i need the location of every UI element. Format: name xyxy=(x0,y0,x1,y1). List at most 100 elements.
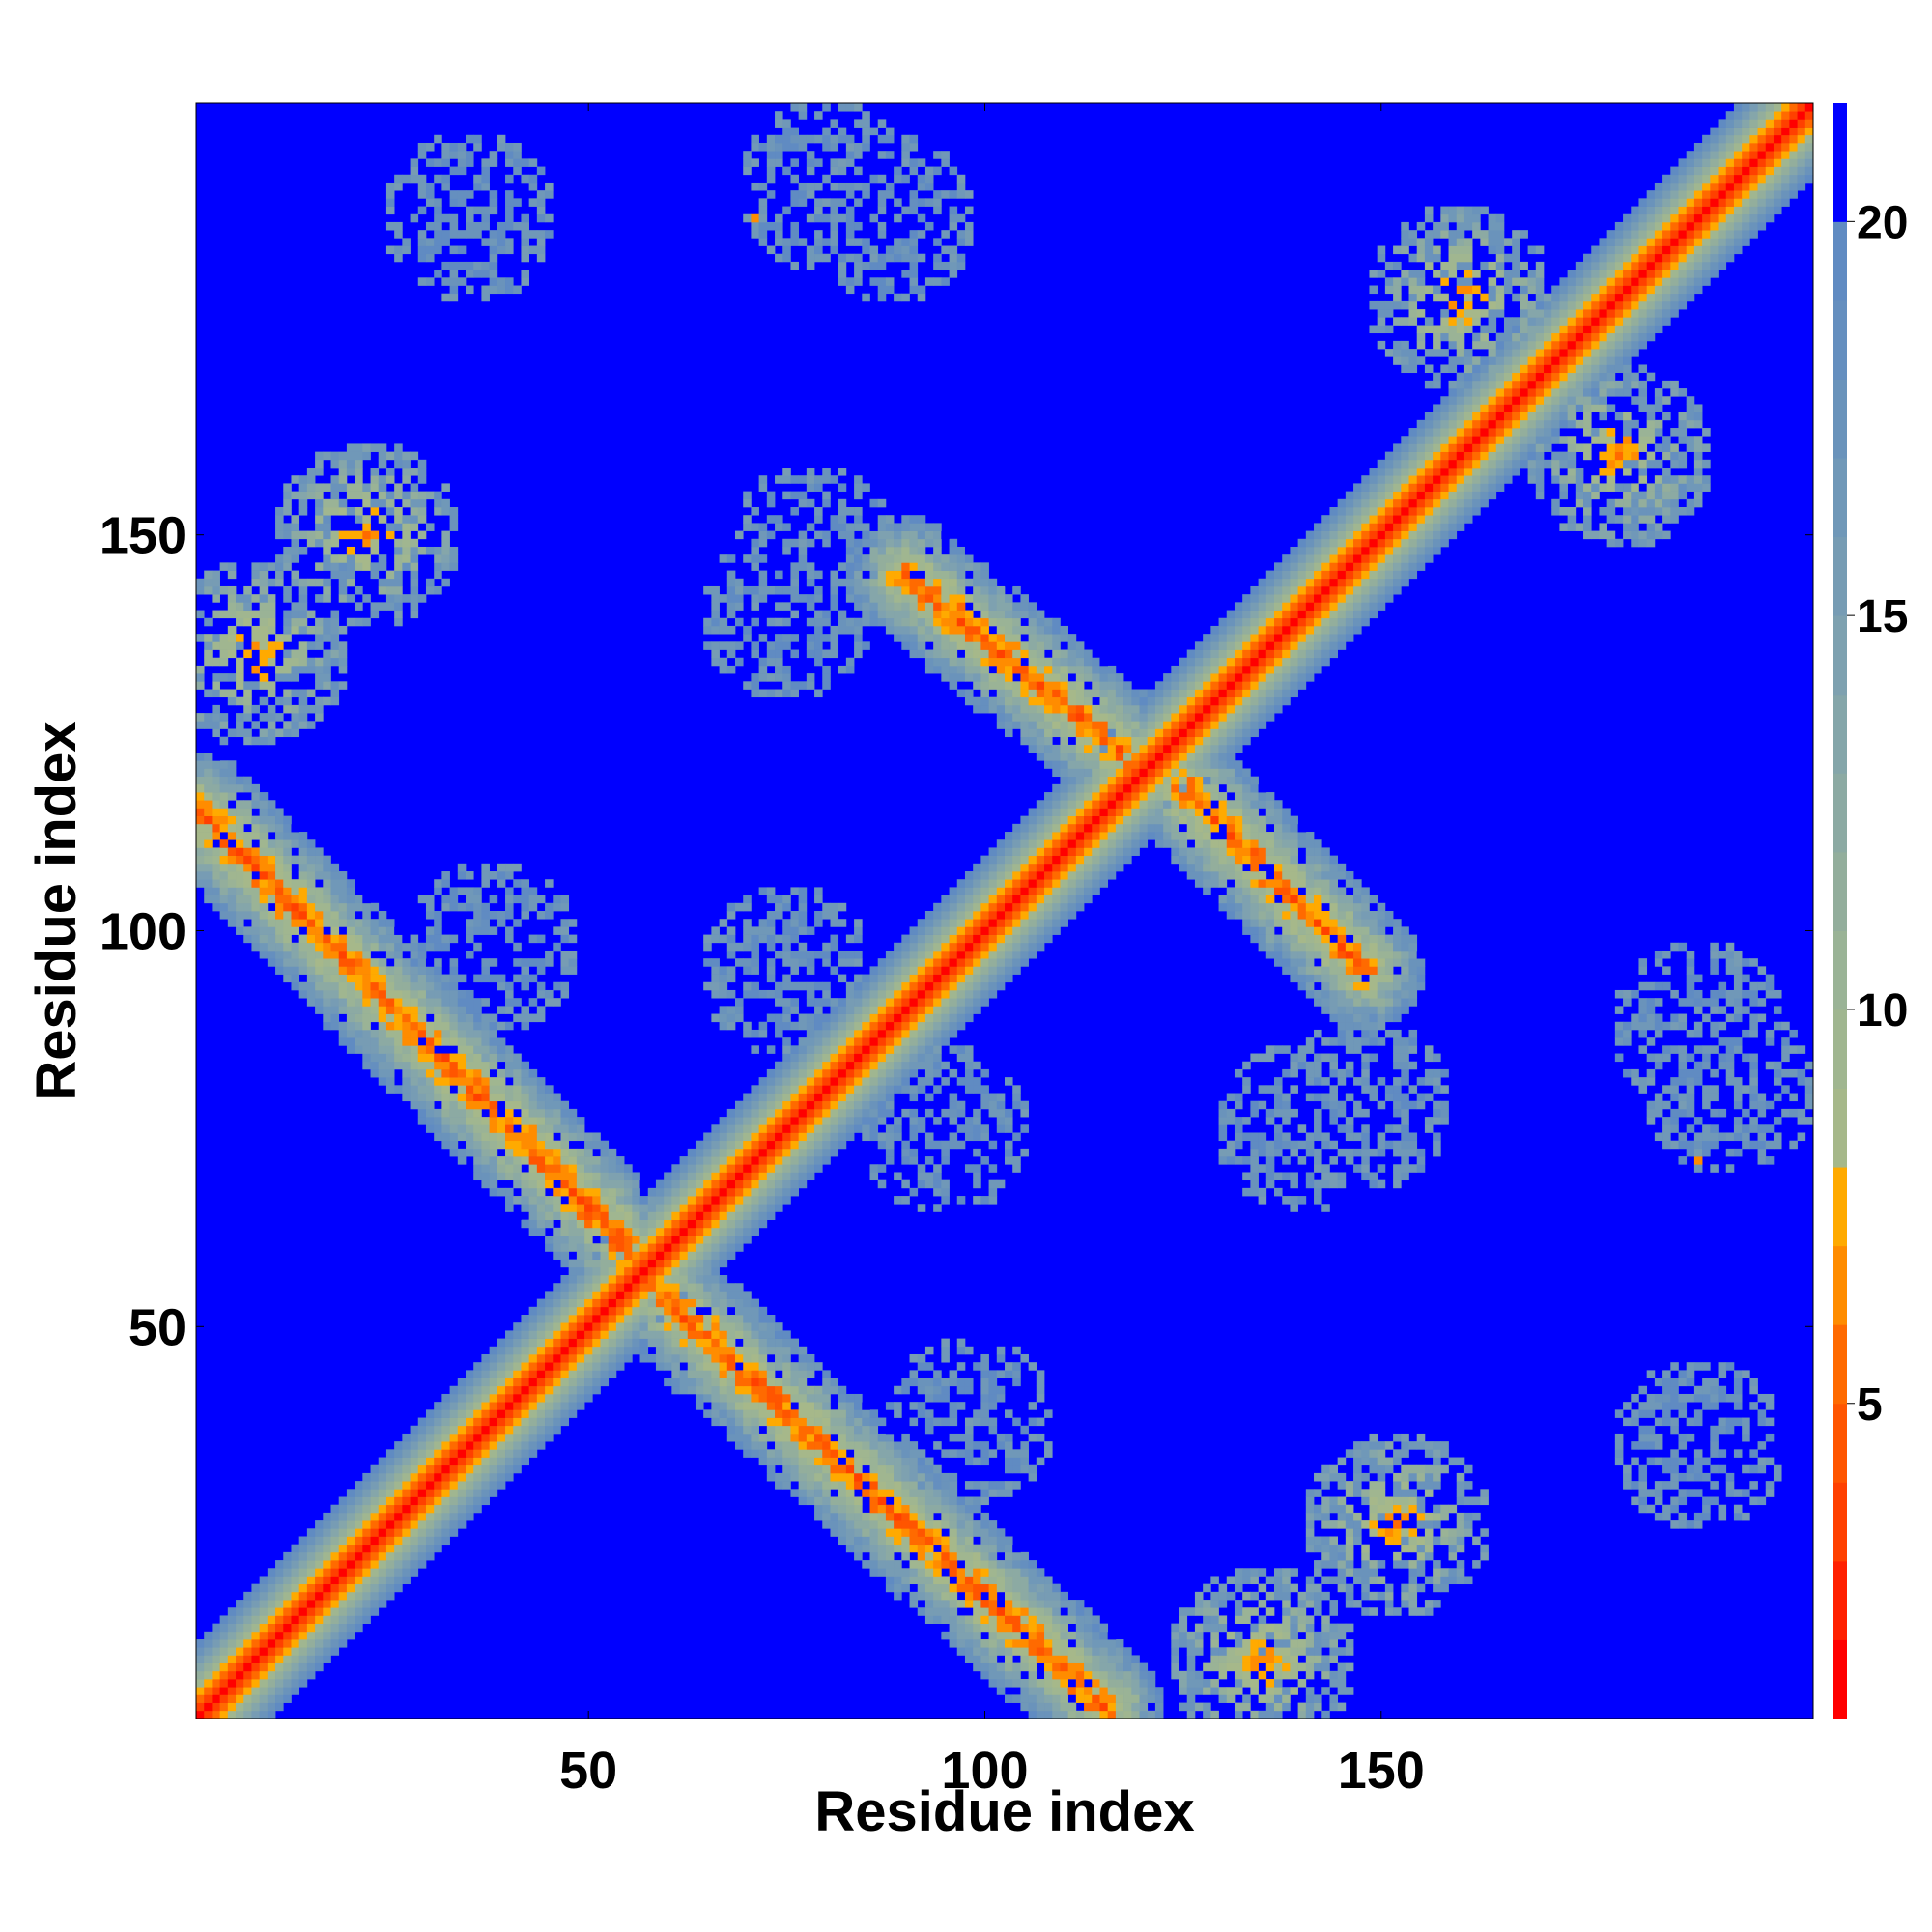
heatmap-cell xyxy=(980,1378,989,1387)
heatmap-cell xyxy=(1084,1631,1093,1640)
heatmap-cell xyxy=(1028,1591,1037,1601)
heatmap-cell xyxy=(1623,998,1632,1007)
heatmap-cell xyxy=(1099,1679,1109,1688)
heatmap-cell xyxy=(941,1481,950,1490)
heatmap-cell xyxy=(466,1417,474,1427)
heatmap-cell xyxy=(489,1132,498,1142)
heatmap-cell xyxy=(521,1330,529,1339)
heatmap-cell xyxy=(473,1140,482,1150)
heatmap-cell xyxy=(1678,1457,1688,1466)
heatmap-cell xyxy=(1725,1417,1735,1427)
heatmap-cell xyxy=(1028,1639,1037,1648)
heatmap-cell xyxy=(1623,1037,1632,1046)
heatmap-cell xyxy=(1797,1132,1806,1142)
heatmap-cell xyxy=(624,1338,633,1348)
heatmap-cell xyxy=(924,1528,934,1537)
heatmap-cell xyxy=(466,1148,474,1157)
heatmap-cell xyxy=(949,1607,958,1616)
heatmap-cell xyxy=(894,1449,902,1458)
heatmap-cell xyxy=(1631,1417,1639,1427)
heatmap-cell xyxy=(600,1196,610,1205)
heatmap-cell xyxy=(719,1132,728,1142)
heatmap-cell xyxy=(410,1053,419,1063)
heatmap-cell xyxy=(1757,1108,1767,1118)
heatmap-cell xyxy=(1005,1647,1013,1656)
heatmap-cell xyxy=(845,1528,855,1537)
heatmap-cell xyxy=(711,1132,720,1142)
heatmap-cell xyxy=(956,1568,966,1577)
heatmap-cell xyxy=(259,1623,269,1633)
heatmap-cell xyxy=(1369,1179,1378,1189)
heatmap-cell xyxy=(362,1006,371,1014)
heatmap-cell xyxy=(1265,1655,1275,1663)
heatmap-cell xyxy=(568,1385,578,1395)
heatmap-cell xyxy=(402,1568,411,1577)
heatmap-cell xyxy=(338,1536,348,1546)
heatmap-cell xyxy=(536,1196,546,1205)
heatmap-cell xyxy=(298,1607,308,1616)
heatmap-cell xyxy=(838,1100,847,1110)
heatmap-cell xyxy=(592,1338,601,1348)
heatmap-cell xyxy=(513,1013,522,1023)
heatmap-cell xyxy=(481,1362,490,1371)
heatmap-cell xyxy=(885,1045,895,1054)
heatmap-cell xyxy=(417,1100,427,1110)
heatmap-cell xyxy=(355,1013,363,1023)
heatmap-cell xyxy=(1789,1068,1798,1078)
heatmap-cell xyxy=(1337,1512,1347,1521)
heatmap-cell xyxy=(687,1196,696,1205)
heatmap-cell xyxy=(1210,1631,1219,1640)
heatmap-cell xyxy=(679,1204,689,1212)
heatmap-cell xyxy=(608,1196,617,1205)
heatmap-cell xyxy=(1250,1631,1259,1640)
heatmap-cell xyxy=(1678,1045,1688,1054)
heatmap-cell xyxy=(743,1378,752,1387)
heatmap-cell xyxy=(251,1631,260,1640)
heatmap-cell xyxy=(545,1140,554,1150)
heatmap-cell xyxy=(1472,1560,1481,1569)
heatmap-cell xyxy=(338,1021,348,1031)
heatmap-cell xyxy=(726,1330,736,1339)
heatmap-cell xyxy=(545,1148,554,1157)
heatmap-cell xyxy=(917,1504,926,1514)
heatmap-cell xyxy=(497,1457,506,1466)
heatmap-cell xyxy=(790,1409,799,1418)
heatmap-cell xyxy=(536,1322,546,1331)
heatmap-cell xyxy=(1678,1068,1688,1078)
heatmap-cell xyxy=(584,1227,593,1236)
heatmap-cell xyxy=(402,1512,411,1521)
heatmap-cell xyxy=(743,1132,752,1142)
heatmap-cell xyxy=(1075,1607,1085,1616)
heatmap-cell xyxy=(1686,1520,1695,1529)
heatmap-cell xyxy=(410,1077,419,1086)
heatmap-cell xyxy=(1131,1710,1140,1719)
heatmap-cell xyxy=(1416,1481,1426,1490)
heatmap-cell xyxy=(1654,1061,1663,1070)
heatmap-cell xyxy=(996,1124,1006,1133)
heatmap-cell xyxy=(330,1536,340,1546)
heatmap-cell xyxy=(457,1100,467,1110)
heatmap-cell xyxy=(410,1449,419,1458)
heatmap-cell xyxy=(671,1370,680,1378)
heatmap-cell xyxy=(1369,1433,1378,1442)
heatmap-cell xyxy=(964,1164,974,1173)
heatmap-cell xyxy=(323,1647,331,1656)
heatmap-cell xyxy=(1274,1694,1283,1703)
heatmap-cell xyxy=(410,1441,419,1450)
heatmap-cell xyxy=(647,1338,657,1348)
heatmap-cell xyxy=(695,1259,704,1268)
heatmap-cell xyxy=(1384,1528,1394,1537)
heatmap-cell xyxy=(845,1481,855,1490)
heatmap-cell xyxy=(973,1662,981,1672)
heatmap-cell xyxy=(917,1512,926,1521)
heatmap-cell xyxy=(877,1021,887,1031)
heatmap-cell xyxy=(1028,1433,1037,1442)
heatmap-cell xyxy=(988,1393,998,1403)
heatmap-cell xyxy=(1274,1639,1283,1648)
heatmap-cell xyxy=(679,1196,689,1205)
heatmap-cell xyxy=(798,1481,808,1490)
heatmap-cell xyxy=(338,1504,348,1514)
heatmap-cell xyxy=(743,1124,752,1133)
heatmap-cell xyxy=(647,1236,657,1244)
heatmap-cell xyxy=(1028,1687,1037,1695)
